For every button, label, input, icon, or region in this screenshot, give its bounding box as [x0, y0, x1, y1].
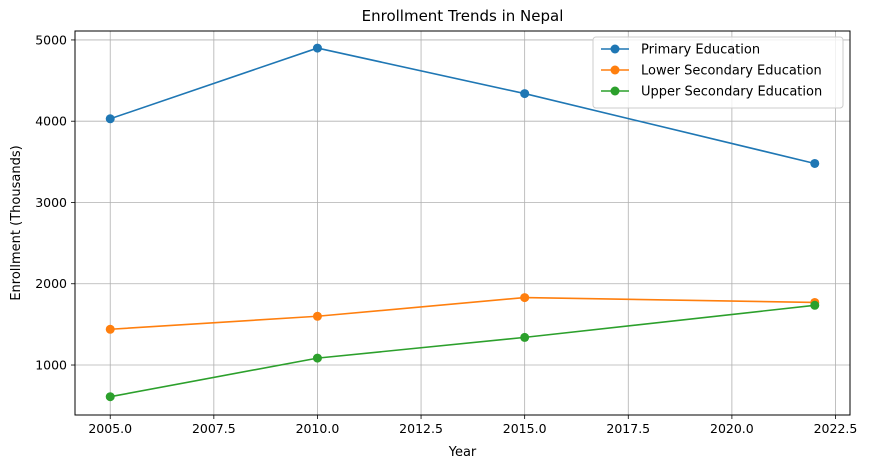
legend-marker-primary-education [610, 44, 620, 54]
x-tick-label: 2005.0 [88, 421, 132, 436]
data-point-upper-secondary-education [810, 300, 820, 310]
data-point-upper-secondary-education [105, 392, 115, 402]
legend-marker-lower-secondary-education [610, 65, 620, 75]
y-tick-label: 3000 [35, 195, 67, 210]
x-tick-label: 2012.5 [399, 421, 443, 436]
legend-label-primary-education: Primary Education [641, 43, 760, 58]
x-axis-label: Year [448, 445, 477, 460]
data-point-primary-education [105, 114, 115, 124]
data-point-lower-secondary-education [312, 311, 322, 321]
x-tick-label: 2010.0 [296, 421, 340, 436]
legend-box [592, 36, 844, 109]
data-point-primary-education [520, 89, 530, 99]
data-point-upper-secondary-education [520, 332, 530, 342]
data-point-upper-secondary-education [312, 353, 322, 363]
chart-title: Enrollment Trends in Nepal [362, 7, 564, 25]
y-tick-label: 5000 [35, 32, 67, 47]
y-tick-label: 2000 [35, 276, 67, 291]
series-line-lower-secondary-education [110, 296, 815, 331]
legend: Primary Education Lower Secondary Educati… [592, 36, 844, 109]
x-tick-label: 2020.0 [710, 421, 754, 436]
data-point-lower-secondary-education [520, 293, 530, 303]
x-tick-label: 2007.5 [192, 421, 236, 436]
legend-marker-upper-secondary-education [610, 86, 620, 96]
series-line-upper-secondary-education [110, 304, 815, 398]
y-tick-label: 1000 [35, 358, 67, 373]
series-layer [105, 43, 820, 402]
data-point-primary-education [312, 43, 322, 53]
tick-layer: 2005.0 2007.5 2010.0 2012.5 2015.0 2017.5 2020… [35, 32, 857, 436]
x-tick-label: 2015.0 [503, 421, 547, 436]
x-tick-label: 2022.5 [814, 421, 858, 436]
data-point-primary-education [810, 158, 820, 168]
y-tick-label: 4000 [35, 114, 67, 129]
series-line-primary-education [109, 47, 815, 165]
legend-label-upper-secondary-education: Upper Secondary Education [641, 85, 822, 100]
data-point-lower-secondary-education [105, 324, 115, 334]
plot-frame [74, 30, 851, 416]
x-tick-label: 2017.5 [606, 421, 650, 436]
legend-label-lower-secondary-education: Lower Secondary Education [641, 64, 822, 79]
y-axis-label: Enrollment (Thousands) [9, 145, 24, 300]
